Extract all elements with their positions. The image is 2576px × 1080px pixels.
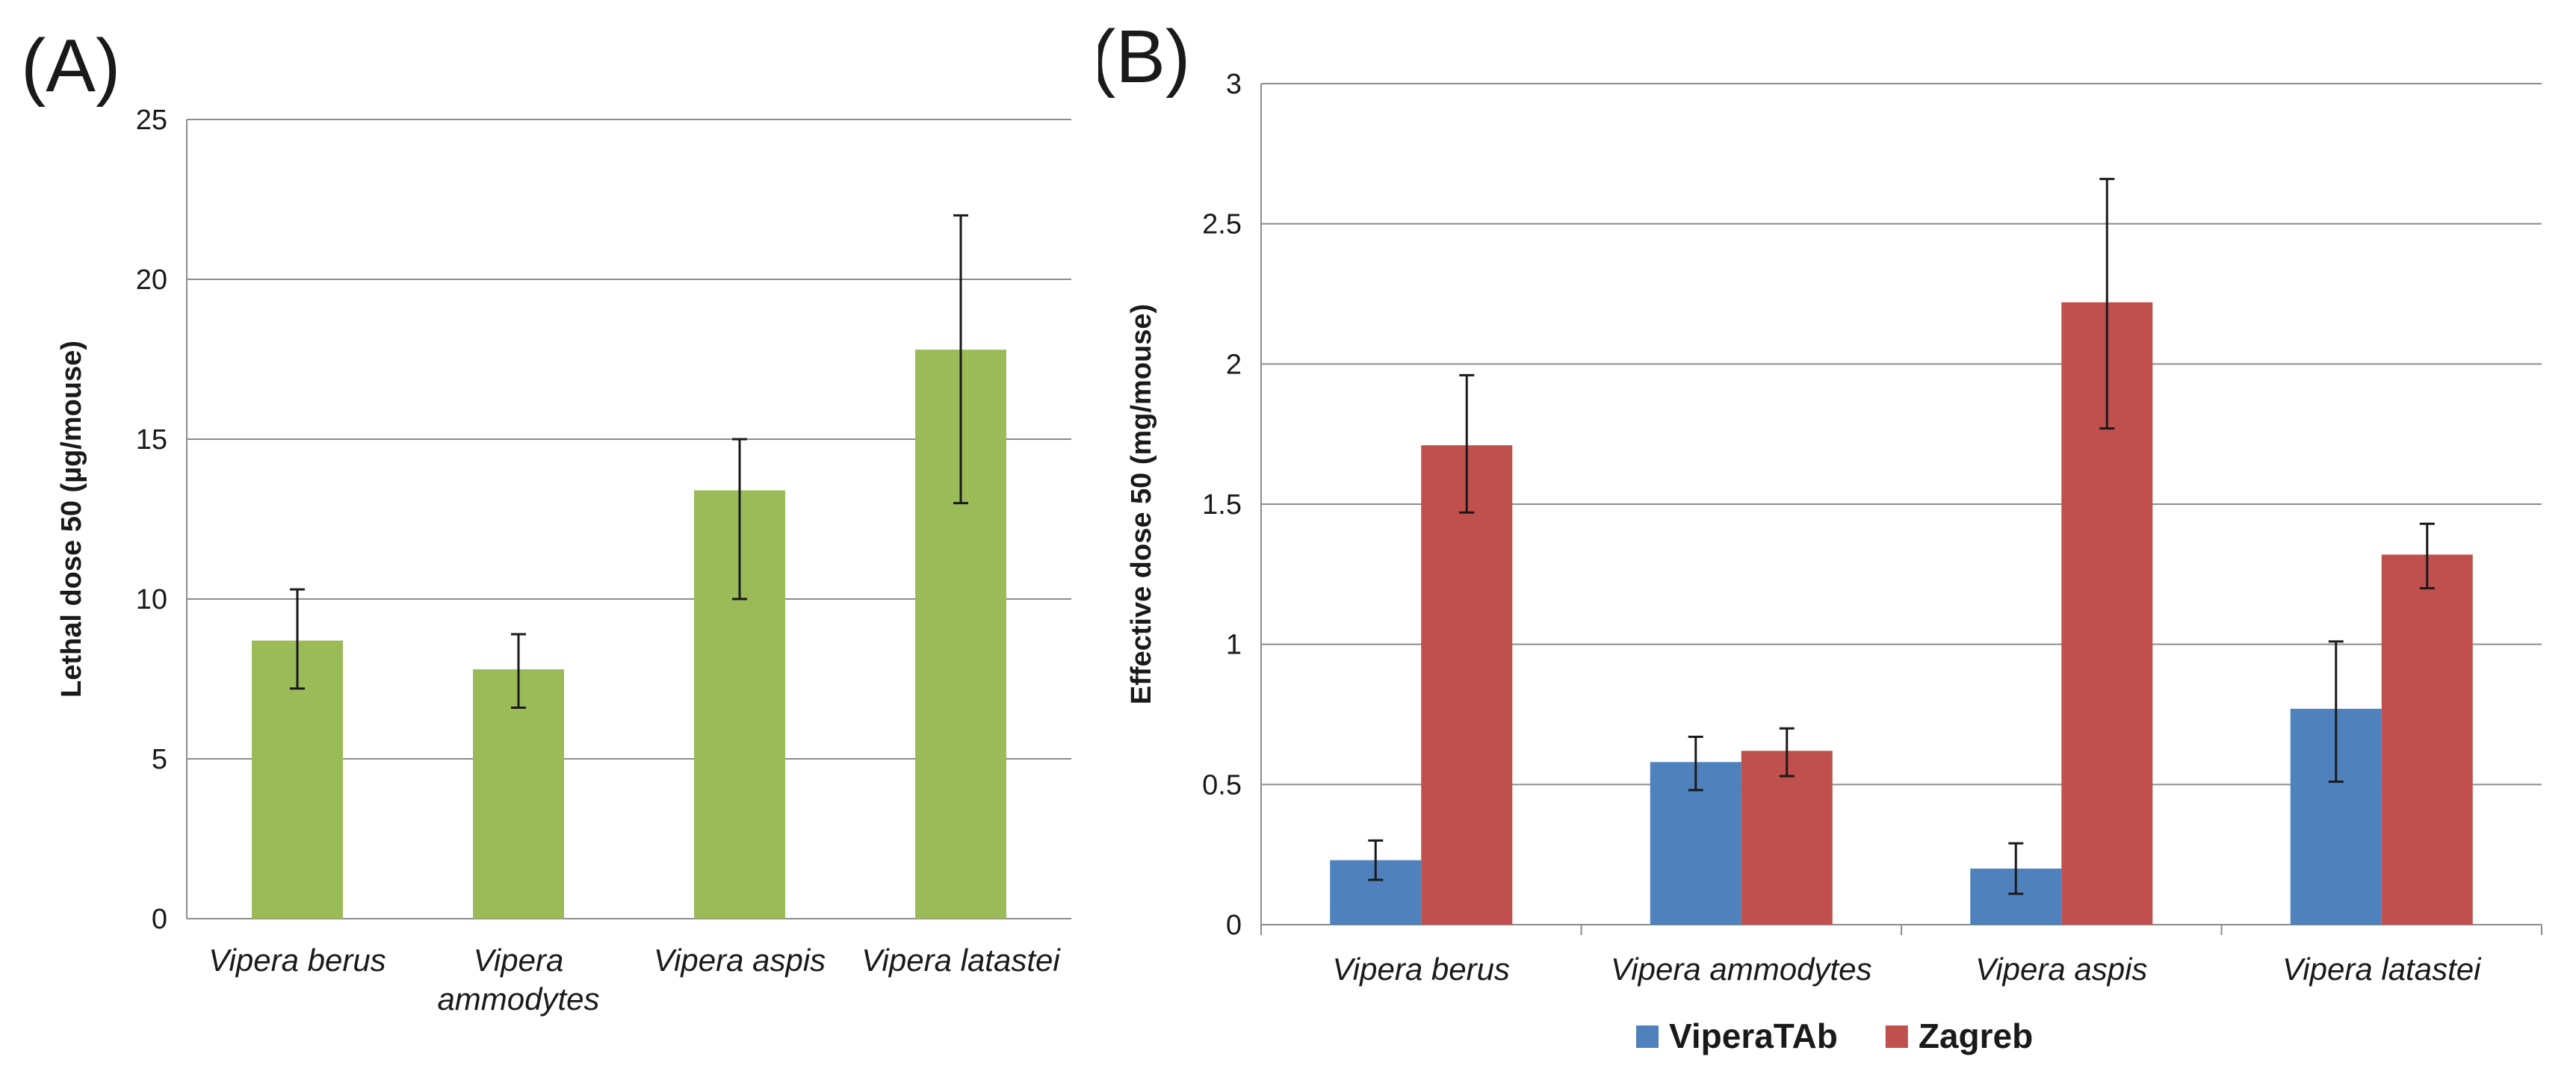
chart-b: (B) 0 0.5 1 1.5 2 2.5 3 Vipera berus Vipera ammo… <box>1098 15 2542 1055</box>
y-tick-label: 15 <box>136 424 167 456</box>
x-category-label: Vipera aspis <box>654 943 826 978</box>
y-axis-title: Effective dose 50 (mg/mouse) <box>1126 304 1157 704</box>
y-tick-label: 0 <box>152 904 167 935</box>
y-tick-label: 25 <box>136 105 167 136</box>
legend-label: ViperaTAb <box>1669 1017 1838 1055</box>
legend-swatch <box>1885 1025 1908 1048</box>
x-category-label: Vipera latastei <box>861 943 1061 978</box>
x-category-label: Vipera <box>474 943 564 978</box>
bar <box>1741 751 1833 925</box>
y-tick-label: 2.5 <box>1202 209 1242 240</box>
x-category-label: Vipera berus <box>208 943 386 978</box>
y-tick-label: 20 <box>136 264 167 296</box>
legend-swatch <box>1636 1025 1659 1048</box>
panel-b-label: (B) <box>1098 15 1190 99</box>
bar <box>2381 554 2473 925</box>
panel-a-label: (A) <box>21 24 120 108</box>
bar <box>473 669 564 919</box>
y-tick-label: 2 <box>1226 349 1242 380</box>
y-tick-label: 5 <box>152 744 167 775</box>
y-tick-label: 3 <box>1226 69 1242 100</box>
y-axis-title: Lethal dose 50 (µg/mouse) <box>56 341 87 698</box>
x-category-label: Vipera berus <box>1333 952 1510 987</box>
chart-a: (A) 0 5 10 15 20 25 Vipera berus Viperaammodyte… <box>21 24 1071 1017</box>
legend-label: Zagreb <box>1919 1017 2033 1055</box>
y-tick-label: 1 <box>1226 630 1242 661</box>
x-category-label: Vipera latastei <box>2282 952 2482 987</box>
x-category-label: ammodytes <box>437 981 599 1017</box>
bar <box>1421 445 1513 925</box>
y-tick-label: 1.5 <box>1202 489 1242 521</box>
y-tick-label: 10 <box>136 584 167 615</box>
y-tick-label: 0.5 <box>1202 769 1242 801</box>
y-tick-label: 0 <box>1226 910 1242 941</box>
x-category-label: Vipera aspis <box>1975 952 2147 987</box>
x-category-label: Vipera ammodytes <box>1611 952 1871 987</box>
